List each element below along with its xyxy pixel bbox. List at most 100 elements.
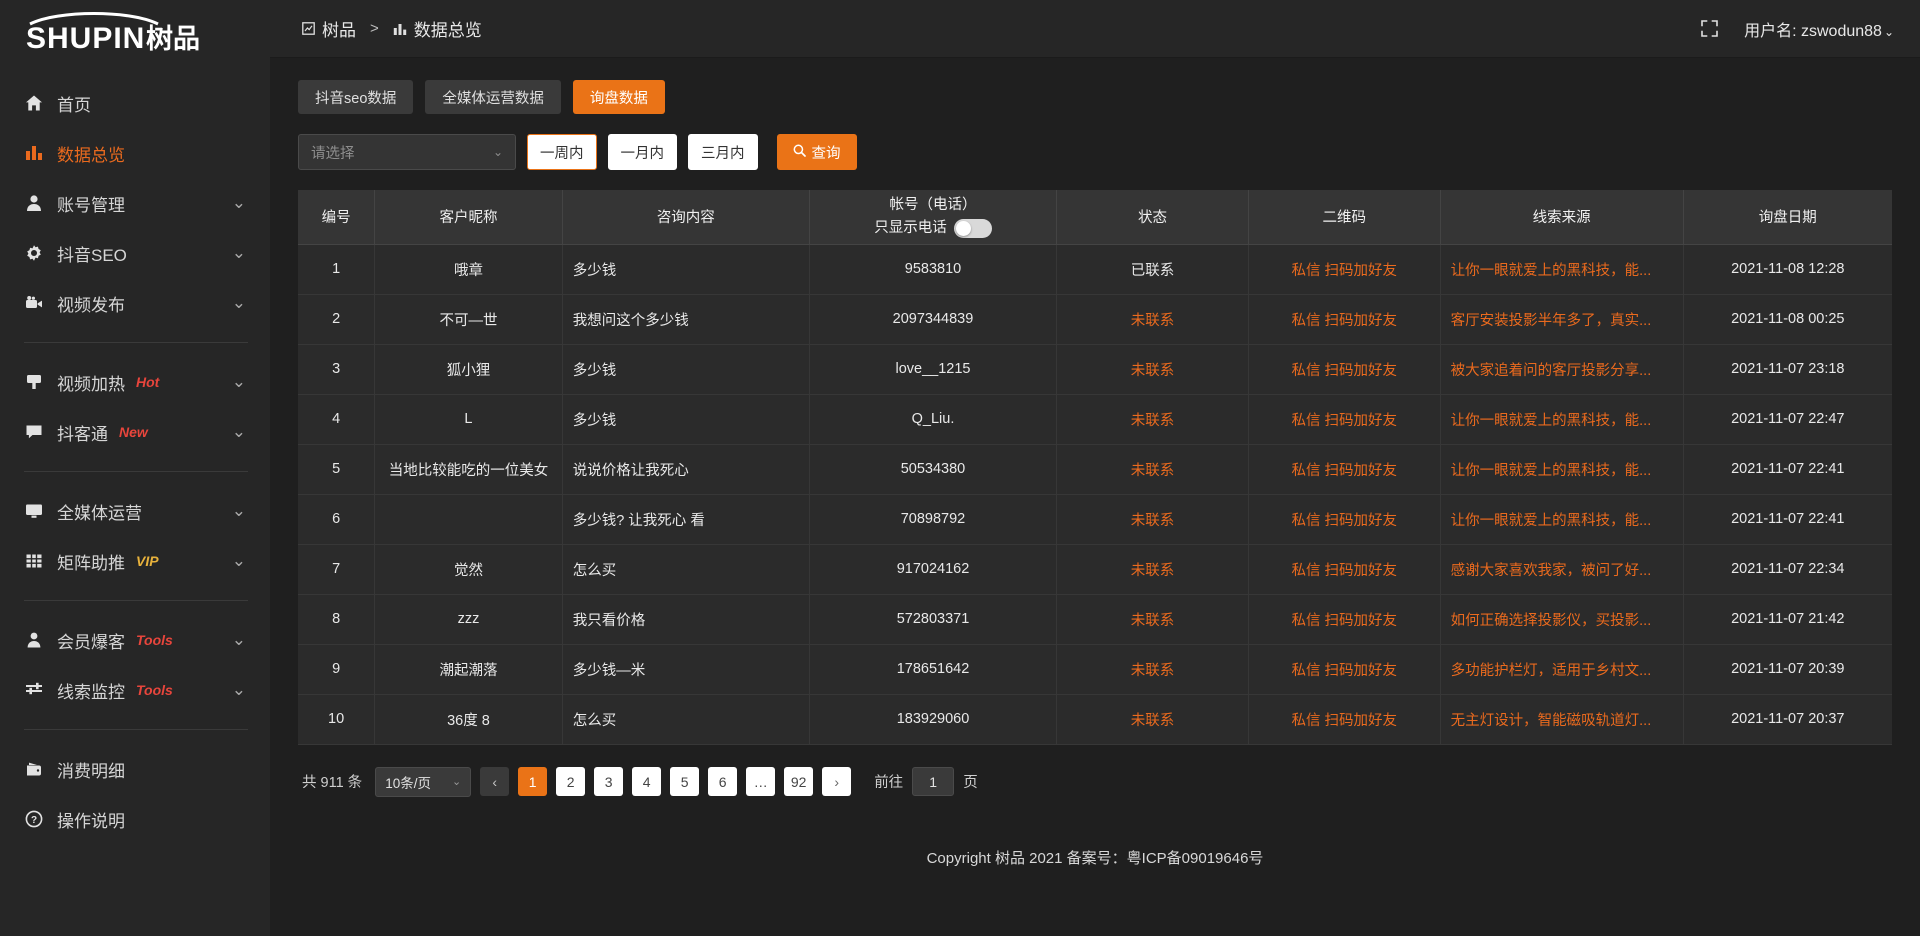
pagination-page-3[interactable]: 3 [594, 767, 624, 796]
sidebar-item-label: 操作说明 [57, 811, 125, 831]
cell-qrcode[interactable]: 私信 扫码加好友 [1248, 644, 1441, 695]
sidebar-item-video-boost[interactable]: 视频加热 Hot ⌄ [0, 357, 270, 407]
brand-logo[interactable]: SHUPIN 树品 [0, 0, 270, 60]
table-row[interactable]: 9 潮起潮落 多少钱—米 178651642 未联系 私信 扫码加好友 多功能护… [298, 644, 1892, 695]
sidebar-item-lead-monitor[interactable]: 线索监控 Tools ⌄ [0, 665, 270, 715]
video-camera-icon [24, 293, 44, 313]
sidebar-item-data-overview[interactable]: 数据总览 [0, 128, 270, 178]
range-button-one-week[interactable]: 一周内 [527, 134, 597, 170]
table-row[interactable]: 1 哦章 多少钱 9583810 已联系 私信 扫码加好友 让你一眼就爱上的黑科… [298, 244, 1892, 295]
cell-qrcode[interactable]: 私信 扫码加好友 [1248, 494, 1441, 545]
cell-id: 1 [298, 244, 376, 295]
sidebar-item-member-boost[interactable]: 会员爆客 Tools ⌄ [0, 615, 270, 665]
pagination-page-1[interactable]: 1 [518, 767, 548, 796]
sidebar-divider [24, 729, 248, 730]
cell-qrcode[interactable]: 私信 扫码加好友 [1248, 594, 1441, 645]
cell-source[interactable]: 无主灯设计，智能磁吸轨道灯... [1440, 694, 1684, 745]
toggle-knob [955, 220, 971, 236]
sidebar-item-label: 抖客通 [57, 424, 108, 444]
cell-qrcode[interactable]: 私信 扫码加好友 [1248, 294, 1441, 345]
pagination-page-last[interactable]: 92 [784, 767, 814, 796]
cell-source[interactable]: 多功能护栏灯，适用于乡村文... [1440, 644, 1684, 695]
sidebar-divider [24, 342, 248, 343]
range-button-three-months[interactable]: 三月内 [688, 134, 758, 170]
tab-douyin-seo-data[interactable]: 抖音seo数据 [298, 80, 414, 114]
goto-page-input[interactable]: 1 [912, 767, 955, 796]
tab-inquiry-data[interactable]: 询盘数据 [572, 80, 665, 114]
sidebar-item-douyin-seo[interactable]: 抖音SEO ⌄ [0, 228, 270, 278]
chevron-down-icon: ⌄ [451, 776, 462, 788]
cell-date: 2021-11-07 22:47 [1683, 394, 1892, 445]
svg-text:?: ? [31, 815, 37, 826]
sidebar-item-video-publish[interactable]: 视频发布 ⌄ [0, 278, 270, 328]
cell-source[interactable]: 客厅安装投影半年多了，真实... [1440, 294, 1684, 345]
cell-account: 50534380 [809, 444, 1058, 495]
account-select[interactable]: 请选择 ⌄ [298, 134, 516, 170]
fullscreen-icon[interactable] [1701, 20, 1718, 37]
sidebar-item-douketong[interactable]: 抖客通 New ⌄ [0, 407, 270, 457]
chevron-down-icon: ⌄ [231, 551, 246, 570]
cell-source[interactable]: 感谢大家喜欢我家，被问了好... [1440, 544, 1684, 595]
breadcrumb-item-root[interactable]: 树品 [302, 16, 356, 41]
column-header-date: 询盘日期 [1683, 190, 1892, 245]
cell-id: 6 [298, 494, 376, 545]
cell-source[interactable]: 让你一眼就爱上的黑科技，能... [1440, 494, 1684, 545]
cell-account: 572803371 [809, 594, 1058, 645]
cell-source[interactable]: 如何正确选择投影仪，买投影... [1440, 594, 1684, 645]
table-row[interactable]: 6 多少钱? 让我死心 看 70898792 未联系 私信 扫码加好友 让你一眼… [298, 494, 1892, 545]
sidebar-item-badge: New [119, 424, 148, 440]
sidebar-item-matrix-boost[interactable]: 矩阵助推 VIP ⌄ [0, 536, 270, 586]
cell-status: 未联系 [1056, 394, 1249, 445]
pagination-next-button[interactable]: › [822, 767, 852, 796]
table-row[interactable]: 4 L 多少钱 Q_Liu. 未联系 私信 扫码加好友 让你一眼就爱上的黑科技，… [298, 394, 1892, 445]
user-menu[interactable]: 用户名: zswodun88 ⌄ [1744, 17, 1894, 41]
cell-id: 9 [298, 644, 376, 695]
cell-qrcode[interactable]: 私信 扫码加好友 [1248, 694, 1441, 745]
cell-status: 未联系 [1056, 494, 1249, 545]
sidebar-item-consumption-detail[interactable]: 消费明细 [0, 744, 270, 794]
sidebar-item-instructions[interactable]: ? 操作说明 [0, 794, 270, 844]
goto-label: 前往 [874, 775, 904, 791]
page-size-select[interactable]: 10条/页 ⌄ [375, 766, 472, 797]
chevron-down-icon: ⌄ [231, 193, 246, 212]
pagination-ellipsis[interactable]: … [746, 767, 776, 796]
cell-source[interactable]: 让你一眼就爱上的黑科技，能... [1440, 244, 1684, 295]
cell-qrcode[interactable]: 私信 扫码加好友 [1248, 344, 1441, 395]
pagination-page-6[interactable]: 6 [708, 767, 738, 796]
cell-qrcode[interactable]: 私信 扫码加好友 [1248, 394, 1441, 445]
cell-source[interactable]: 被大家追着问的客厅投影分享... [1440, 344, 1684, 395]
chevron-down-icon: ⌄ [231, 680, 246, 699]
phone-only-toggle[interactable] [953, 218, 992, 238]
cell-account: 917024162 [809, 544, 1058, 595]
sidebar-item-omnimedia-operations[interactable]: 全媒体运营 ⌄ [0, 486, 270, 536]
page-size-value: 10条/页 [385, 775, 431, 791]
sidebar-item-home[interactable]: 首页 [0, 78, 270, 128]
table-row[interactable]: 7 觉然 怎么买 917024162 未联系 私信 扫码加好友 感谢大家喜欢我家… [298, 544, 1892, 595]
pagination-prev-button[interactable]: ‹ [480, 767, 510, 796]
table-row[interactable]: 2 不可—世 我想问这个多少钱 2097344839 未联系 私信 扫码加好友 … [298, 294, 1892, 345]
table-row[interactable]: 10 36度 8 怎么买 183929060 未联系 私信 扫码加好友 无主灯设… [298, 694, 1892, 745]
cell-qrcode[interactable]: 私信 扫码加好友 [1248, 544, 1441, 595]
cell-source[interactable]: 让你一眼就爱上的黑科技，能... [1440, 444, 1684, 495]
sidebar-item-label: 线索监控 [57, 682, 125, 702]
table-row[interactable]: 8 zzz 我只看价格 572803371 未联系 私信 扫码加好友 如何正确选… [298, 594, 1892, 645]
breadcrumb-item-current[interactable]: 数据总览 [393, 16, 482, 41]
pagination-page-2[interactable]: 2 [556, 767, 586, 796]
cell-source[interactable]: 让你一眼就爱上的黑科技，能... [1440, 394, 1684, 445]
sidebar-item-label: 数据总览 [57, 145, 125, 165]
sidebar-item-badge: Hot [136, 374, 160, 390]
pagination-page-4[interactable]: 4 [632, 767, 662, 796]
cell-date: 2021-11-07 20:39 [1683, 644, 1892, 695]
range-button-one-month[interactable]: 一月内 [607, 134, 677, 170]
column-header-status: 状态 [1056, 190, 1249, 245]
wallet-icon [24, 759, 44, 779]
pagination-page-5[interactable]: 5 [670, 767, 700, 796]
table-row[interactable]: 5 当地比较能吃的一位美女 说说价格让我死心 50534380 未联系 私信 扫… [298, 444, 1892, 495]
search-button[interactable]: 查询 [776, 134, 857, 170]
sidebar-item-account-management[interactable]: 账号管理 ⌄ [0, 178, 270, 228]
cell-status: 未联系 [1056, 294, 1249, 345]
cell-qrcode[interactable]: 私信 扫码加好友 [1248, 444, 1441, 495]
tab-omnimedia-operations-data[interactable]: 全媒体运营数据 [425, 80, 561, 114]
cell-qrcode[interactable]: 私信 扫码加好友 [1248, 244, 1441, 295]
table-row[interactable]: 3 狐小狸 多少钱 love__1215 未联系 私信 扫码加好友 被大家追着问… [298, 344, 1892, 395]
